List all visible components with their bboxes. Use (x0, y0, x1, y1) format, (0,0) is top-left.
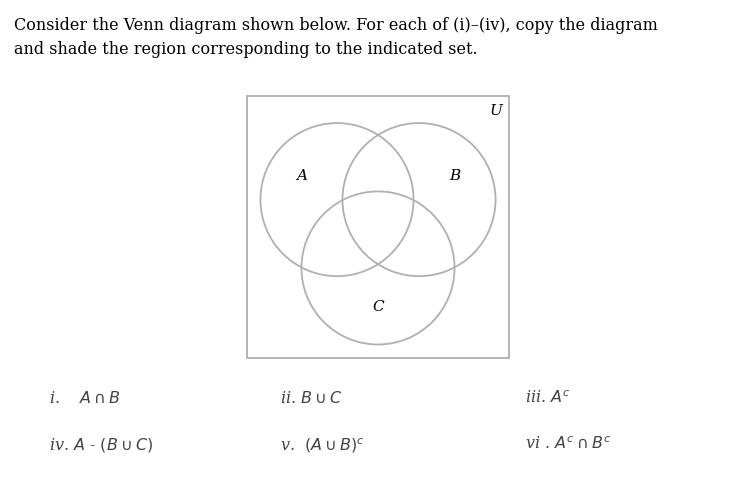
Text: A: A (296, 168, 307, 182)
Text: ii. $B \cup C$: ii. $B \cup C$ (280, 390, 342, 407)
Text: C: C (372, 300, 384, 314)
Text: Consider the Venn diagram shown below. For each of (i)–(iv), copy the diagram: Consider the Venn diagram shown below. F… (14, 17, 658, 34)
Text: vi . $A^c \cap B^c$: vi . $A^c \cap B^c$ (525, 436, 612, 453)
Text: i.    $A \cap B$: i. $A \cap B$ (49, 390, 120, 407)
Text: U: U (489, 104, 503, 117)
Text: iii. $A^c$: iii. $A^c$ (525, 390, 571, 407)
Text: v.  $(A \cup B)^c$: v. $(A \cup B)^c$ (280, 436, 364, 454)
Bar (246, 96, 510, 359)
Text: iv. $A$ - $(B \cup C)$: iv. $A$ - $(B \cup C)$ (49, 436, 153, 454)
Text: B: B (449, 168, 460, 182)
Text: and shade the region corresponding to the indicated set.: and shade the region corresponding to th… (14, 41, 477, 58)
